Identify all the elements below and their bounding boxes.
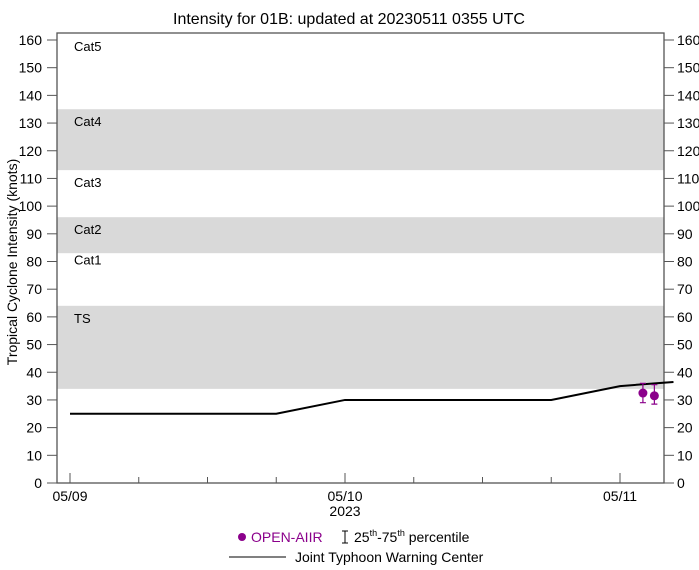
y-tick-label-left: 120	[19, 143, 43, 159]
y-tick-label-left: 100	[19, 198, 43, 214]
y-tick-label-right: 130	[677, 115, 699, 131]
chart-title: Intensity for 01B: updated at 20230511 0…	[173, 11, 525, 28]
open-aiir-point	[649, 391, 659, 401]
x-axis-label: 2023	[329, 503, 360, 519]
y-tick-label-right: 90	[677, 226, 693, 242]
y-tick-label-right: 30	[677, 392, 693, 408]
band-label-cat5: Cat5	[74, 39, 101, 54]
y-tick-label-right: 110	[677, 170, 699, 186]
y-tick-label-left: 70	[26, 281, 42, 297]
jtwc-line	[70, 380, 674, 415]
legend: OPEN-AIIR 25th-75th percentile Joint Typ…	[229, 528, 484, 565]
legend-open-aiir-marker	[238, 533, 246, 541]
y-tick-label-left: 40	[26, 364, 42, 380]
y-tick-label-left: 20	[26, 420, 42, 436]
y-tick-label-right: 120	[677, 143, 699, 159]
open-aiir-point	[638, 388, 648, 398]
band-cat2	[57, 217, 664, 254]
y-tick-label-right: 0	[677, 475, 685, 491]
x-tick-label: 05/09	[52, 488, 87, 504]
y-tick-label-left: 50	[26, 337, 42, 353]
legend-jtwc: Joint Typhoon Warning Center	[295, 549, 484, 565]
y-tick-label-left: 30	[26, 392, 42, 408]
y-tick-label-right: 80	[677, 254, 693, 270]
y-tick-label-right: 10	[677, 447, 693, 463]
y-tick-label-left: 140	[19, 87, 43, 103]
legend-percentile-marker	[342, 530, 348, 544]
x-tick-label: 05/11	[603, 488, 637, 504]
band-label-cat2: Cat2	[74, 222, 101, 237]
band-label-cat4: Cat4	[74, 114, 101, 129]
y-tick-label-right: 20	[677, 420, 693, 436]
band-label-cat1: Cat1	[74, 252, 101, 267]
y-tick-label-left: 0	[34, 475, 42, 491]
y-tick-label-right: 140	[677, 87, 699, 103]
legend-open-aiir: OPEN-AIIR	[251, 529, 323, 545]
legend-percentile: 25th-75th percentile	[354, 528, 470, 545]
y-tick-label-right: 100	[677, 198, 699, 214]
band-cat4	[57, 109, 664, 171]
y-axis-label: Tropical Cyclone Intensity (knots)	[4, 159, 20, 365]
y-tick-label-right: 40	[677, 364, 693, 380]
x-tick-label: 05/10	[327, 488, 362, 504]
y-tick-label-right: 60	[677, 309, 693, 325]
y-tick-label-left: 160	[19, 32, 43, 48]
y-tick-label-right: 160	[677, 32, 699, 48]
band-label-cat3: Cat3	[74, 175, 101, 190]
y-tick-label-right: 70	[677, 281, 693, 297]
y-tick-label-right: 50	[677, 337, 693, 353]
y-tick-label-left: 80	[26, 254, 42, 270]
y-tick-label-left: 150	[19, 60, 43, 76]
plot-frame	[56, 32, 665, 484]
band-ts	[57, 305, 664, 389]
y-tick-label-left: 60	[26, 309, 42, 325]
y-tick-label-left: 130	[19, 115, 43, 131]
y-tick-label-left: 110	[20, 170, 43, 186]
y-tick-label-left: 10	[26, 447, 42, 463]
y-tick-label-right: 150	[677, 60, 699, 76]
y-tick-label-left: 90	[26, 226, 42, 242]
band-label-ts: TS	[74, 311, 91, 326]
